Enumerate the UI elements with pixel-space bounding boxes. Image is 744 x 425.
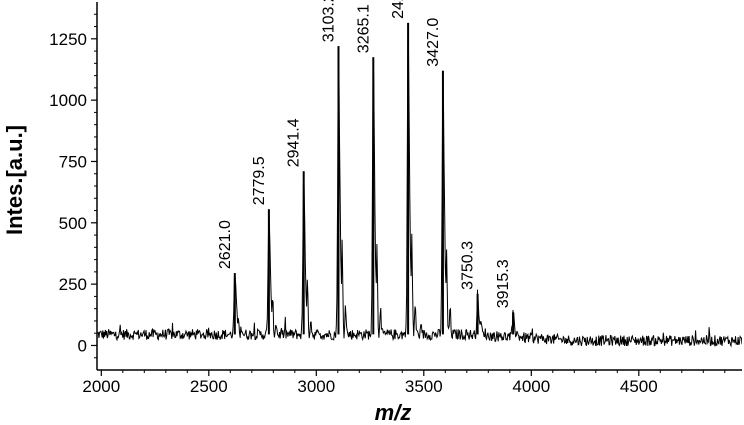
y-axis-title: Intes.[a.u.]	[2, 125, 27, 235]
peak-label: 3750.3	[460, 241, 477, 290]
peak-label: 2941.4	[286, 118, 303, 167]
x-axis-title: m/z	[375, 400, 412, 425]
y-tick-label: 750	[59, 152, 87, 171]
y-tick-label: 0	[78, 336, 87, 355]
y-tick-label: 250	[59, 275, 87, 294]
x-tick-label: 3500	[405, 377, 443, 396]
y-tick-label: 500	[59, 214, 87, 233]
peak-label: 2426.1	[390, 0, 407, 19]
y-tick-label: 1250	[49, 30, 87, 49]
spectrum-line	[97, 22, 742, 348]
x-tick-label: 2500	[190, 377, 228, 396]
x-tick-label: 3000	[297, 377, 335, 396]
plot-area	[97, 22, 742, 348]
x-tick-label: 4000	[512, 377, 550, 396]
x-tick-label: 4500	[620, 377, 658, 396]
peak-labels: 2621.0 2779.5 2941.4 3103.2 3265.1 2426.1 3427…	[217, 0, 512, 308]
peak-label: 3427.0	[425, 18, 442, 67]
axes: 2000 2500 3000 3500 4000 4500 0 250 500 750 1000 12…	[49, 2, 742, 396]
peak-label: 3265.1	[355, 4, 372, 53]
x-tick-label: 2000	[82, 377, 120, 396]
peak-label: 2621.0	[217, 220, 234, 269]
peak-label: 3915.3	[495, 259, 512, 308]
peak-label: 3103.2	[321, 0, 338, 42]
peak-label: 2779.5	[251, 156, 268, 205]
y-tick-label: 1000	[49, 91, 87, 110]
